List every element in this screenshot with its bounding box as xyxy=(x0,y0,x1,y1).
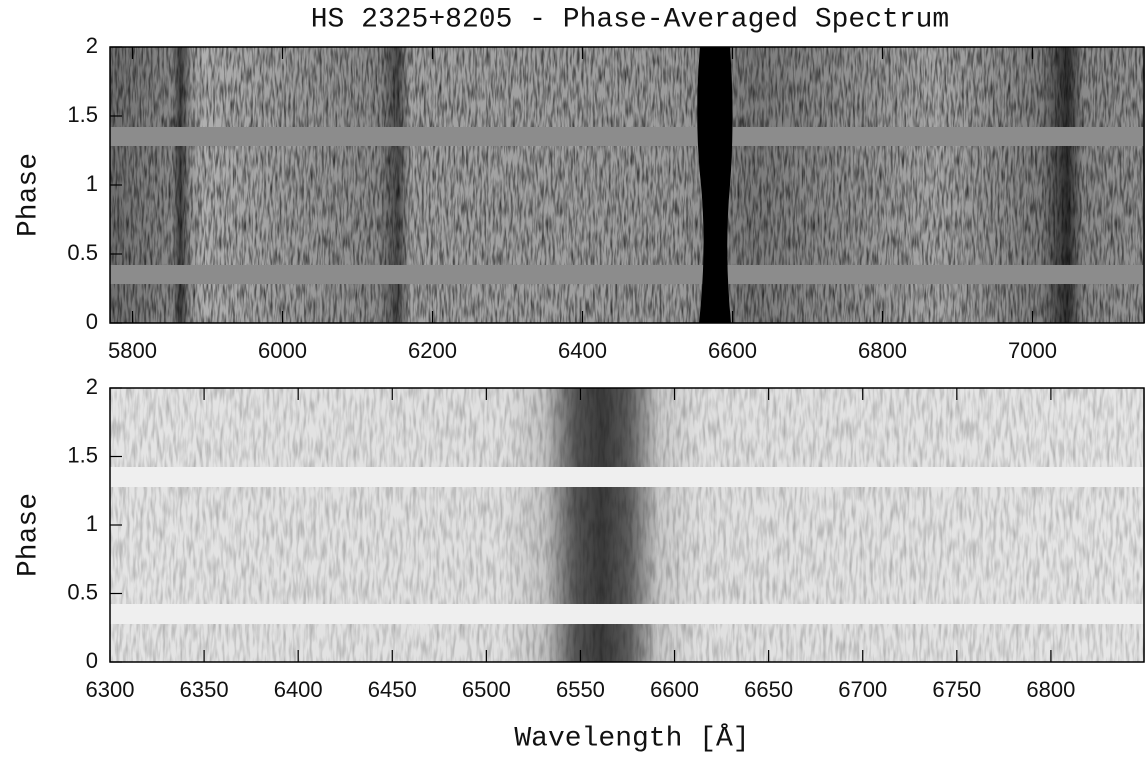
y-tick-label: 1.5 xyxy=(67,442,98,467)
y-tick-label: 0.5 xyxy=(67,579,98,604)
x-tick-label: 6700 xyxy=(838,677,887,702)
x-tick-label: 6500 xyxy=(462,677,511,702)
x-tick-label: 6450 xyxy=(368,677,417,702)
x-tick-label: 7000 xyxy=(1008,338,1057,363)
spectrum-image xyxy=(110,47,1145,323)
x-tick-label: 6800 xyxy=(858,338,907,363)
y-tick-label: 1 xyxy=(86,171,98,196)
x-tick-label: 6000 xyxy=(258,338,307,363)
y-tick-label: 0 xyxy=(86,648,98,673)
chart-title: HS 2325+8205 - Phase-Averaged Spectrum xyxy=(311,4,950,35)
x-tick-label: 6600 xyxy=(708,338,757,363)
y-tick-label: 2 xyxy=(86,33,98,58)
y-tick-label: 2 xyxy=(86,374,98,399)
x-tick-label: 6300 xyxy=(86,677,135,702)
x-tick-label: 5800 xyxy=(108,338,157,363)
x-axis-label: Wavelength [Å] xyxy=(514,723,749,754)
y-tick-label: 1.5 xyxy=(67,102,98,127)
x-tick-label: 6200 xyxy=(408,338,457,363)
x-tick-label: 6550 xyxy=(556,677,605,702)
x-tick-label: 6750 xyxy=(932,677,981,702)
x-tick-label: 6400 xyxy=(558,338,607,363)
y-axis-label: Phase xyxy=(13,493,44,577)
x-tick-label: 6800 xyxy=(1026,677,1075,702)
y-tick-label: 0 xyxy=(86,309,98,334)
x-tick-label: 6650 xyxy=(744,677,793,702)
x-tick-label: 6350 xyxy=(180,677,229,702)
spectrum-image xyxy=(110,388,1145,662)
y-tick-label: 0.5 xyxy=(67,240,98,265)
x-tick-label: 6600 xyxy=(650,677,699,702)
y-tick-label: 1 xyxy=(86,511,98,536)
x-tick-label: 6400 xyxy=(274,677,323,702)
y-axis-label: Phase xyxy=(13,153,44,237)
